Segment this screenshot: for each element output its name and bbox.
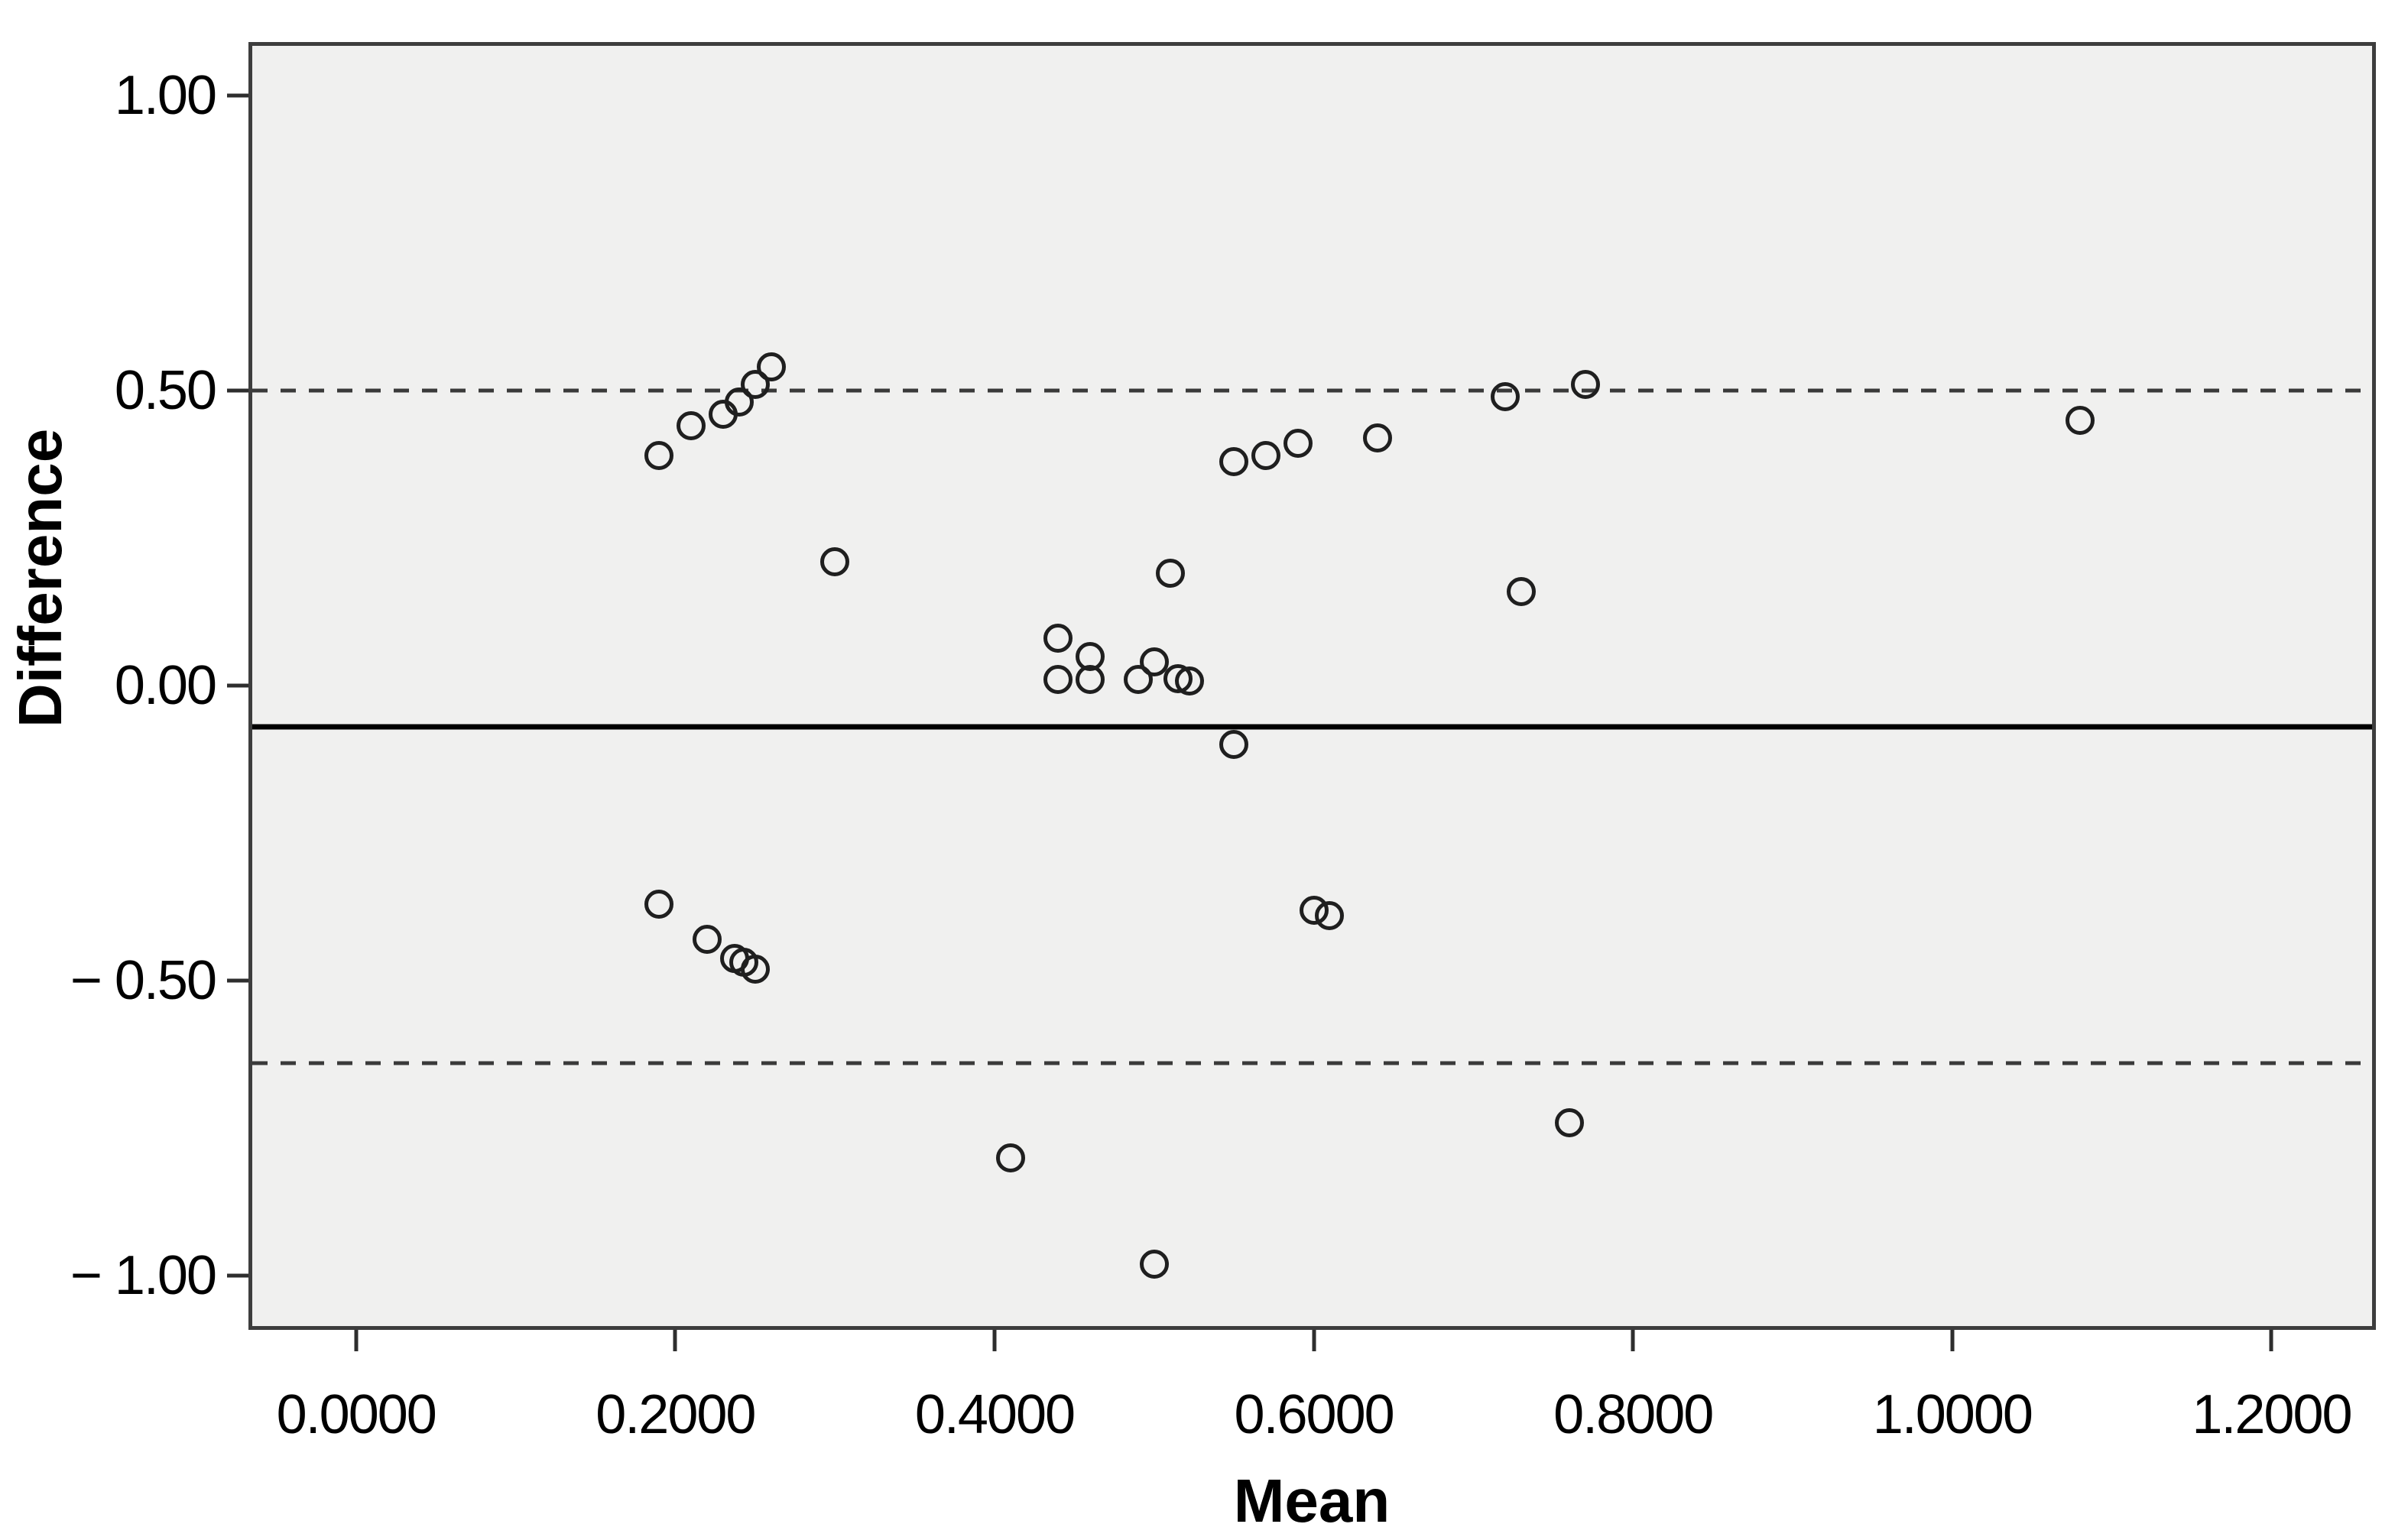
data-point <box>1155 559 1185 589</box>
y-axis-tick <box>227 978 248 983</box>
data-point <box>740 954 770 984</box>
data-point <box>1174 666 1204 696</box>
data-point <box>644 440 674 470</box>
data-point <box>1554 1107 1584 1137</box>
data-point <box>1123 665 1153 695</box>
data-point <box>740 370 770 400</box>
data-point <box>1219 730 1249 760</box>
data-point <box>1139 1249 1169 1279</box>
x-axis-tick-label: 0.4000 <box>914 1384 1076 1445</box>
data-point <box>1507 576 1537 606</box>
x-axis-tick <box>1312 1330 1316 1351</box>
x-axis-tick-label: 0.2000 <box>596 1384 756 1445</box>
y-axis-tick-label: − 0.50 <box>70 950 217 1012</box>
data-point <box>1491 381 1520 411</box>
x-axis-tick-label: 1.0000 <box>1872 1384 2033 1445</box>
data-point <box>1076 665 1105 695</box>
upper-limit-of-agreement-line <box>252 388 2372 393</box>
data-point <box>1570 370 1600 400</box>
data-point <box>724 387 754 417</box>
data-point <box>1043 665 1073 695</box>
y-axis-tick-label: 0.50 <box>114 359 217 421</box>
y-axis-title: Difference <box>6 428 74 728</box>
plot-area: 0.0000 0.2000 0.4000 0.6000 0.8000 1.0000 1.20… <box>70 42 2376 1445</box>
data-point <box>1043 624 1073 653</box>
data-point <box>677 411 706 441</box>
y-axis-tick <box>227 93 248 98</box>
x-axis-tick-label: 1.2000 <box>2192 1384 2352 1445</box>
y-axis-tick-label: 1.00 <box>114 64 217 126</box>
x-axis-tick-label: 0.0000 <box>276 1384 437 1445</box>
y-axis-tick <box>227 388 248 393</box>
y-axis-tick <box>227 1273 248 1278</box>
mean-difference-line <box>252 724 2372 730</box>
lower-limit-of-agreement-line <box>252 1061 2372 1065</box>
data-point <box>1283 429 1313 459</box>
y-axis-tick <box>227 683 248 688</box>
data-point <box>1315 901 1345 931</box>
data-point <box>644 889 674 919</box>
data-point <box>1219 446 1249 476</box>
x-axis-tick-label: 0.8000 <box>1553 1384 1714 1445</box>
x-axis-tick <box>1950 1330 1955 1351</box>
y-axis-tick-label: − 1.00 <box>70 1245 217 1307</box>
x-axis-tick <box>992 1330 997 1351</box>
data-point <box>2065 405 2095 435</box>
data-point <box>1139 647 1169 677</box>
x-axis-tick <box>673 1330 677 1351</box>
x-axis-tick <box>1631 1330 1635 1351</box>
x-axis-title: Mean <box>1233 1467 1391 1535</box>
data-point <box>693 925 722 955</box>
x-axis-tick-label: 0.6000 <box>1234 1384 1394 1445</box>
x-axis-tick <box>2269 1330 2273 1351</box>
data-point <box>756 352 786 382</box>
data-point <box>1251 440 1280 470</box>
x-axis-tick <box>354 1330 359 1351</box>
data-point <box>820 546 850 576</box>
y-axis-tick-label: 0.00 <box>114 655 217 717</box>
data-point <box>1363 423 1393 452</box>
data-point <box>995 1143 1025 1172</box>
